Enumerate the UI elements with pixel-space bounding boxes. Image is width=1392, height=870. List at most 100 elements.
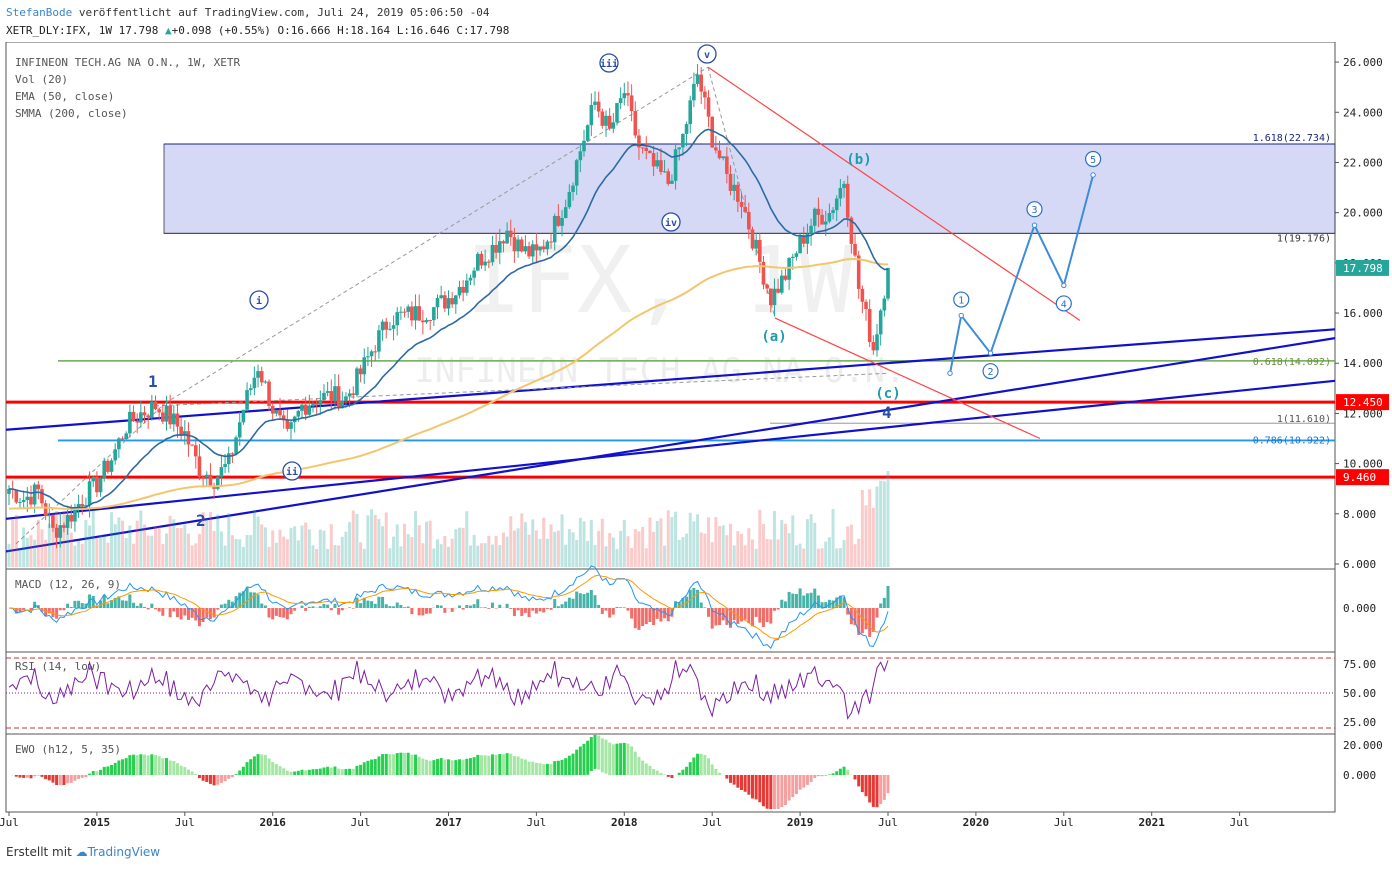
volume-bar: [300, 525, 304, 567]
ewo-bar: [718, 772, 722, 775]
ewo-bar: [150, 754, 154, 775]
ewo-bar: [688, 762, 692, 775]
ewo-bar: [780, 775, 784, 808]
candle-body: [399, 311, 403, 313]
volume-bar: [608, 533, 612, 567]
macd-hist-bar: [461, 608, 465, 610]
candle-body: [336, 386, 341, 409]
volume-bar: [575, 540, 579, 567]
chart-area[interactable]: 26.00024.00022.00020.00018.00016.00014.0…: [0, 42, 1392, 842]
macd-hist-bar: [384, 604, 388, 608]
macd-hist-bar: [362, 597, 366, 608]
volume-bar: [648, 517, 652, 567]
wave-label-ii: ii: [286, 466, 298, 478]
volume-bar: [787, 533, 791, 567]
ewo-bar: [44, 775, 48, 780]
ewo-bar: [315, 769, 319, 775]
tradingview-brand[interactable]: TradingView: [87, 845, 161, 859]
volume-bar: [886, 471, 890, 567]
projection-label-circle: [1084, 150, 1102, 168]
volume-bar: [626, 536, 630, 567]
macd-hist-bar: [714, 608, 718, 626]
candle-body: [644, 147, 649, 151]
candle-body: [395, 312, 400, 326]
ewo-bar: [732, 775, 736, 785]
candle-body: [776, 288, 780, 293]
volume-bar: [227, 513, 231, 567]
volume-bar: [355, 514, 359, 567]
ewo-bar: [571, 753, 575, 775]
volume-bar: [36, 519, 40, 567]
candle-body: [172, 413, 176, 425]
volume-bar: [157, 526, 161, 567]
ewo-bar: [36, 775, 40, 776]
macd-hist-bar: [505, 603, 509, 608]
ohlc-line: XETR_DLY:IFX, 1W 17.798 ▲+0.098 (+0.55%)…: [6, 24, 509, 37]
candle-body: [739, 201, 744, 207]
volume-bar: [685, 533, 689, 567]
candle-body: [596, 101, 601, 112]
ewo-bar: [729, 775, 733, 783]
author-link[interactable]: StefanBode: [6, 6, 73, 19]
candle-body: [113, 449, 118, 461]
volume-bar: [842, 539, 846, 567]
volume-bar: [238, 539, 242, 567]
macd-hist-bar: [241, 591, 245, 608]
volume-bar: [505, 536, 509, 567]
ewo-bar: [66, 775, 70, 784]
ewo-bar: [567, 755, 571, 775]
candle-body: [183, 431, 187, 436]
volume-bar: [33, 539, 37, 567]
ewo-bar: [578, 746, 582, 775]
macd-hist-bar: [249, 592, 253, 608]
macd-hist-bar: [410, 608, 414, 615]
candle-body: [164, 405, 169, 422]
volume-bar: [820, 548, 824, 567]
candle-body: [600, 111, 605, 126]
macd-hist-bar: [608, 608, 612, 618]
macd-hist-bar: [340, 608, 344, 611]
ewo-bar: [534, 762, 538, 775]
projection-point: [958, 312, 964, 319]
x-tick-label: Jul: [526, 816, 546, 829]
y-tick-label: 14.000: [1343, 357, 1383, 370]
macd-hist-bar: [531, 608, 535, 611]
ewo-bar: [216, 775, 220, 785]
macd-hist-bar: [750, 608, 754, 627]
macd-hist-bar: [256, 594, 260, 608]
volume-bar: [154, 526, 157, 567]
ewo-bar: [681, 769, 685, 775]
macd-hist-bar: [769, 608, 773, 624]
macd-hist-bar: [652, 608, 656, 625]
volume-bar: [425, 521, 429, 567]
volume-bar: [267, 546, 271, 567]
last-price-label: 17.798: [1343, 262, 1383, 275]
volume-bar: [857, 538, 861, 567]
macd-hist-bar: [285, 608, 289, 620]
volume-bar: [619, 530, 623, 567]
volume-bar: [172, 519, 176, 567]
macd-hist-bar: [110, 600, 114, 608]
volume-bar: [637, 531, 641, 567]
macd-hist-bar: [179, 608, 183, 620]
ewo-bar: [615, 743, 619, 775]
ewo-bar: [827, 774, 831, 775]
candle-body: [139, 412, 143, 423]
volume-bar: [531, 519, 535, 567]
macd-hist-bar: [479, 607, 483, 608]
ewo-bar: [838, 768, 842, 775]
ewo-bar: [769, 775, 773, 809]
candle-body: [457, 286, 462, 296]
ewo-bar: [611, 744, 615, 775]
candle-body: [373, 351, 378, 353]
candle-body: [465, 280, 469, 293]
macd-hist-bar: [772, 608, 776, 611]
macd-hist-bar: [307, 606, 311, 608]
candle-body: [380, 321, 385, 331]
macd-hist-bar: [271, 608, 275, 620]
volume-bar: [271, 530, 275, 567]
ewo-bar: [84, 775, 88, 778]
candle-body: [340, 400, 345, 409]
candle-body: [519, 239, 524, 252]
candle-body: [655, 160, 660, 167]
